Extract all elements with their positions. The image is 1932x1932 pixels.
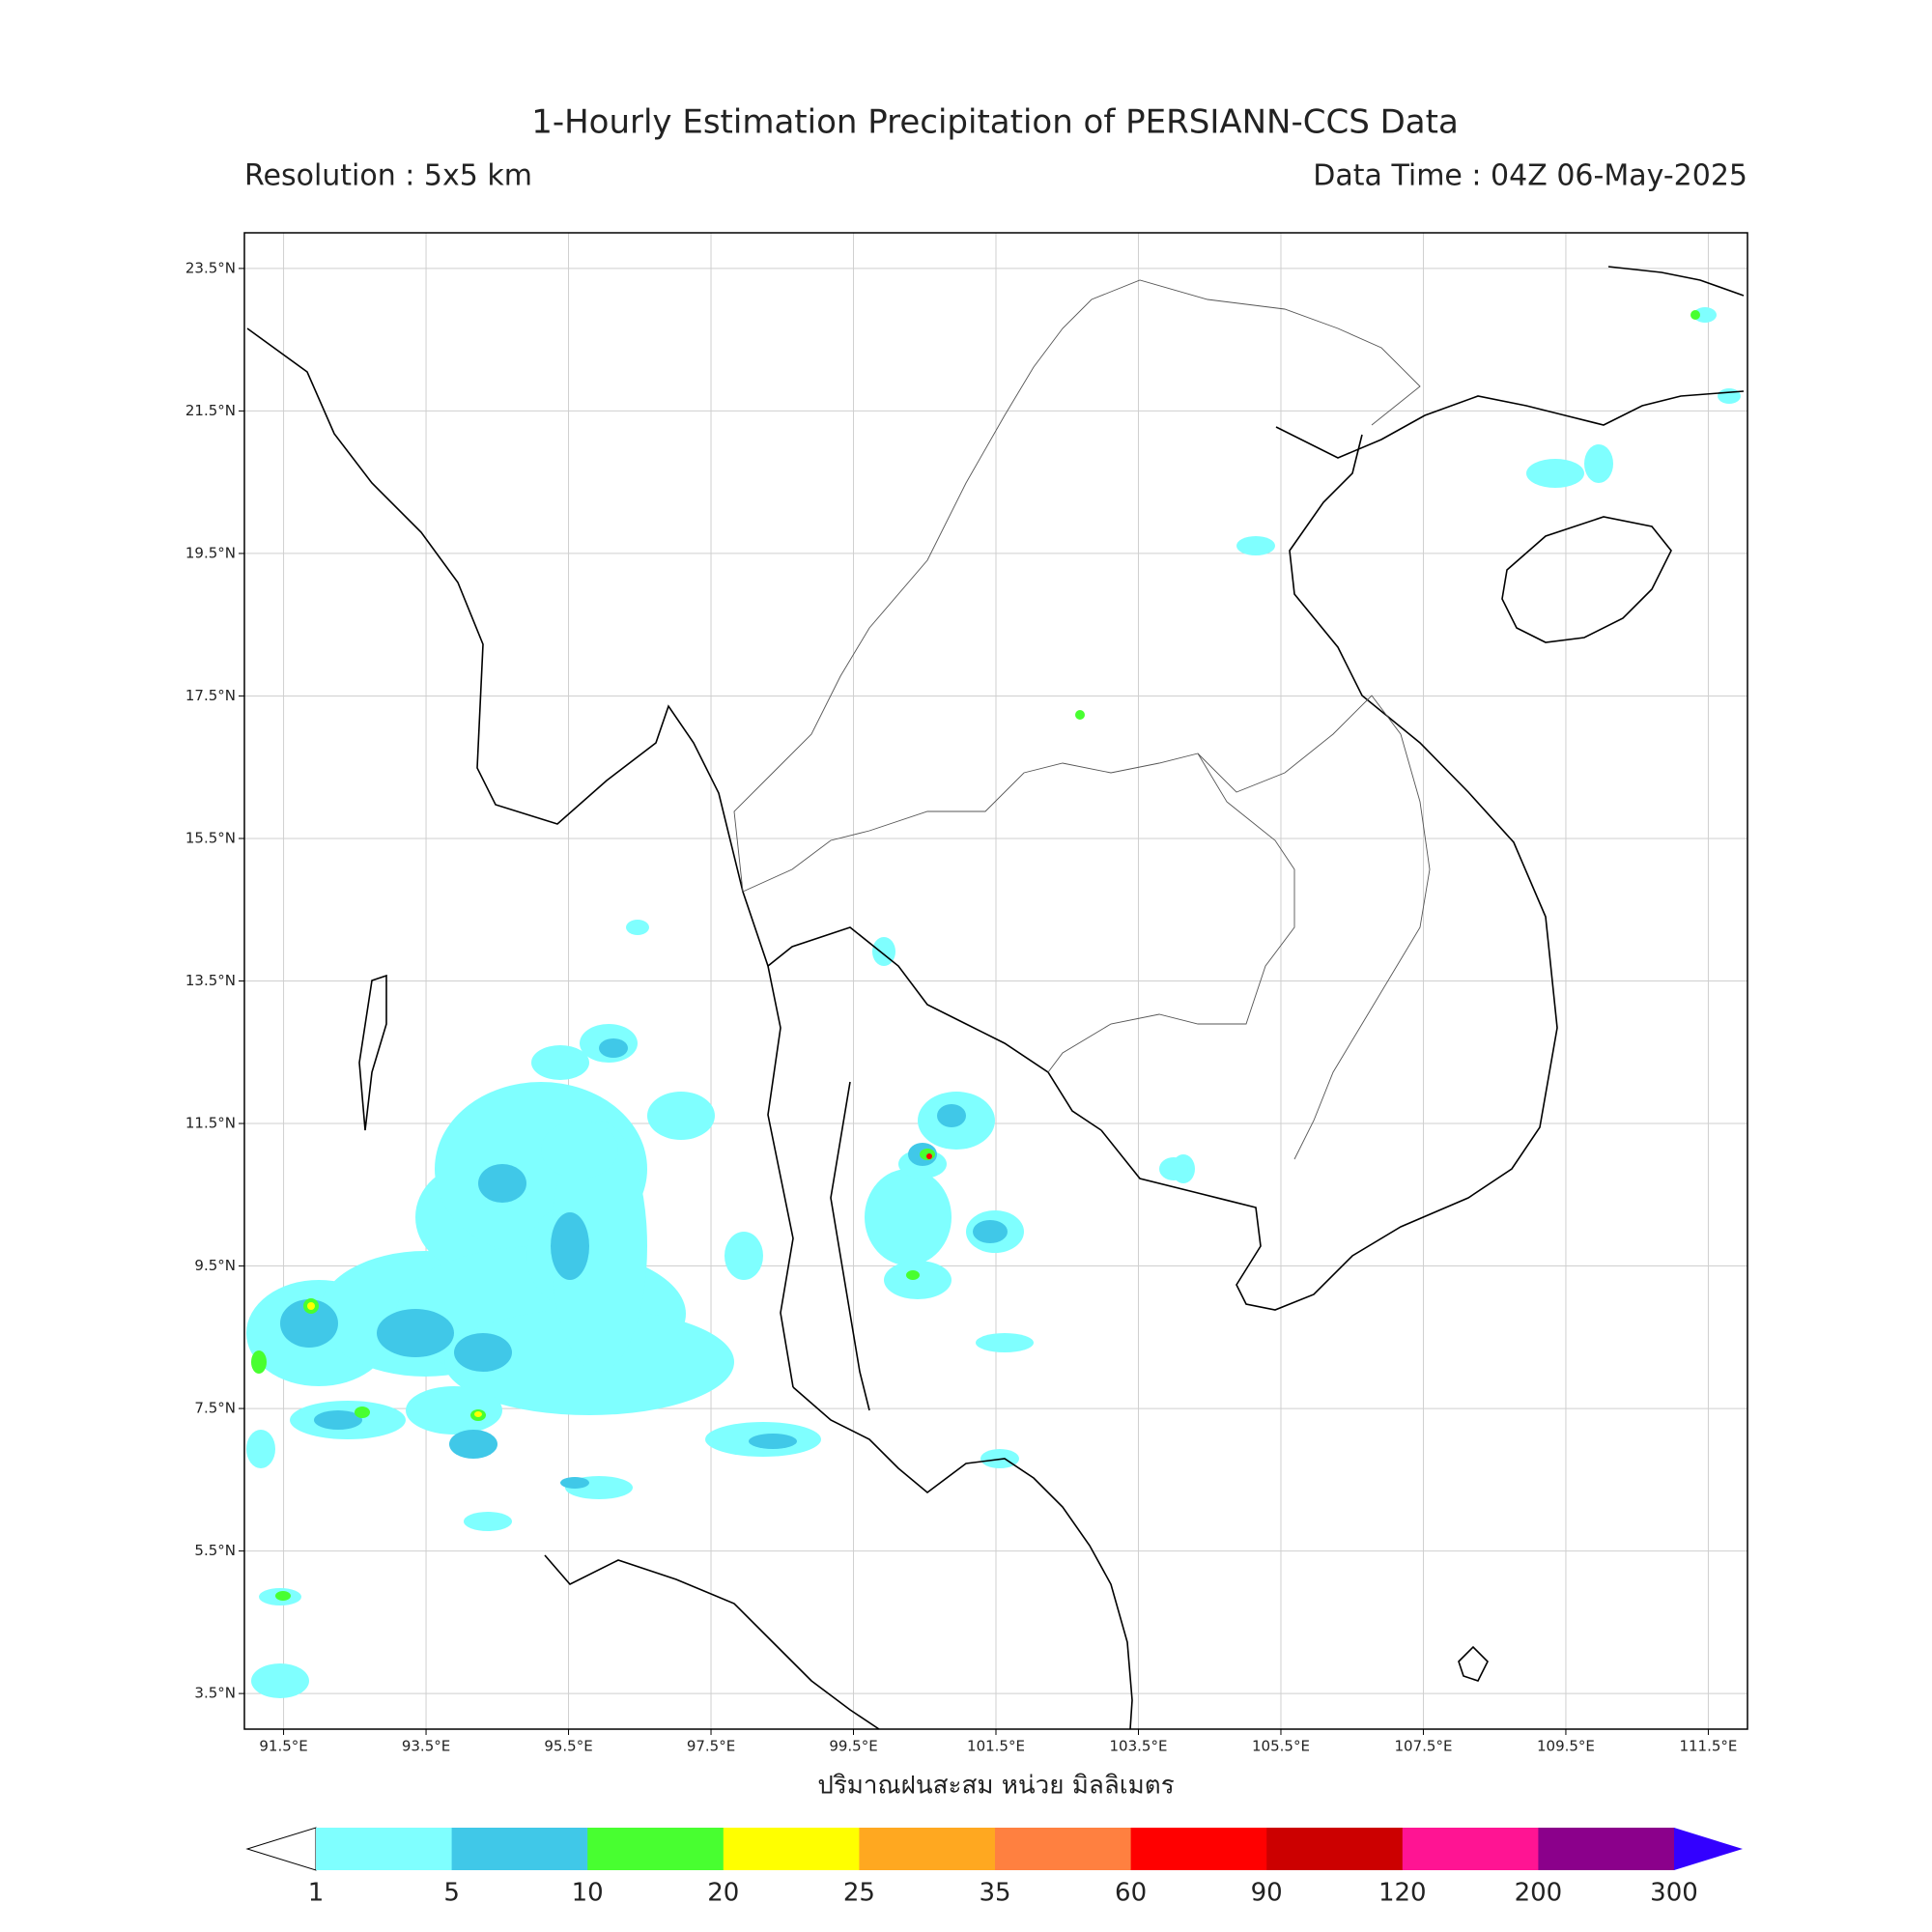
colorbar-swatch (1266, 1828, 1404, 1870)
colorbar-swatch (723, 1828, 860, 1870)
colorbar-under (245, 1827, 317, 1871)
lon-tick-label: 105.5°E (1252, 1738, 1310, 1755)
map (239, 232, 1748, 1735)
data-time: Data Time : 04Z 06-May-2025 (1313, 159, 1747, 193)
lon-tick-label: 101.5°E (967, 1738, 1025, 1755)
colorbar-label: 200 (1515, 1879, 1563, 1908)
colorbar-swatch (316, 1828, 453, 1870)
colorbar-label: 300 (1650, 1879, 1698, 1908)
lat-tick-label: 13.5°N (185, 972, 236, 989)
lon-tick-label: 111.5°E (1679, 1738, 1737, 1755)
lat-tick-label: 19.5°N (185, 544, 236, 561)
lon-tick-label: 91.5°E (259, 1738, 307, 1755)
lat-tick-label: 5.5°N (194, 1542, 236, 1559)
resolution: Resolution : 5x5 km (244, 159, 532, 193)
colorbar-swatch (451, 1828, 588, 1870)
colorbar-label: 20 (707, 1879, 739, 1908)
colorbar-swatch (1402, 1828, 1539, 1870)
lon-tick-label: 93.5°E (402, 1738, 450, 1755)
coastlines (246, 266, 1745, 1730)
lon-tick-label: 95.5°E (544, 1738, 592, 1755)
rain-areas (246, 307, 1741, 1698)
lon-tick-label: 103.5°E (1110, 1738, 1168, 1755)
x-axis-label: ปริมาณฝนสะสม หน่วย มิลลิเมตร (817, 1772, 1174, 1801)
lon-tick-label: 109.5°E (1537, 1738, 1595, 1755)
lat-tick-label: 7.5°N (194, 1400, 236, 1417)
colorbar-label: 120 (1378, 1879, 1427, 1908)
lat-tick-label: 11.5°N (185, 1115, 236, 1132)
colorbar-label: 25 (843, 1879, 875, 1908)
lat-tick-label: 15.5°N (185, 829, 236, 846)
colorbar-label: 10 (572, 1879, 604, 1908)
lon-tick-label: 107.5°E (1395, 1738, 1453, 1755)
colorbar-label: 60 (1115, 1879, 1147, 1908)
lat-tick-label: 3.5°N (194, 1685, 236, 1702)
map-title: 1-Hourly Estimation Precipitation of PER… (531, 103, 1459, 142)
colorbar-label: 90 (1251, 1879, 1283, 1908)
colorbar-label: 1 (308, 1879, 325, 1908)
colorbar-over (1674, 1828, 1743, 1870)
colorbar-swatch (587, 1828, 724, 1870)
lat-tick-label: 23.5°N (185, 259, 236, 276)
lon-tick-label: 97.5°E (687, 1738, 735, 1755)
colorbar-swatch (859, 1828, 996, 1870)
colorbar-swatch (1130, 1828, 1267, 1870)
lon-tick-label: 99.5°E (829, 1738, 877, 1755)
colorbar-swatch (1538, 1828, 1675, 1870)
colorbar-label: 5 (443, 1879, 460, 1908)
colorbar: 1 5 10 20 25 35 60 90 120 200 300 (245, 1827, 1743, 1908)
lat-tick-label: 17.5°N (185, 687, 236, 704)
colorbar-label: 35 (979, 1879, 1010, 1908)
colorbar-swatch (995, 1828, 1132, 1870)
lat-tick-label: 9.5°N (194, 1257, 236, 1274)
lat-tick-label: 21.5°N (185, 402, 236, 419)
